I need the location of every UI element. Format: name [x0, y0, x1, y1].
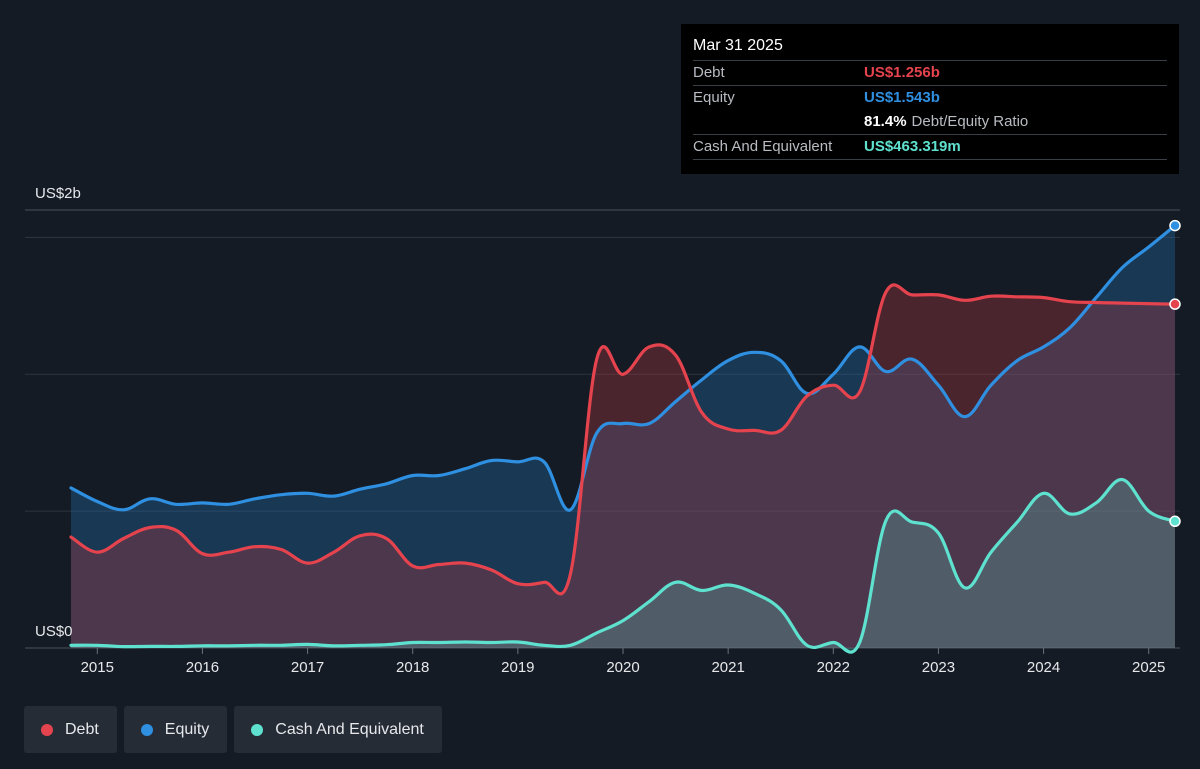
x-tick-label: 2019	[501, 659, 534, 676]
tooltip-debt-label: Debt	[693, 64, 725, 81]
legend-label-equity: Equity	[164, 720, 210, 738]
tooltip-row-debt: Debt US$1.256b	[693, 60, 1167, 85]
legend-label-cash: Cash And Equivalent	[275, 720, 424, 738]
y-axis-top-label: US$2b	[35, 185, 81, 202]
y-axis-bottom-label: US$0	[35, 623, 73, 640]
tooltip-debt-value: US$1.256b	[864, 64, 940, 81]
tooltip-panel: Mar 31 2025 Debt US$1.256b Equity US$1.5…	[681, 24, 1179, 174]
tooltip-equity-label: Equity	[693, 89, 735, 106]
line-cash-and-equivalent	[69, 478, 1177, 654]
series-areas	[71, 225, 1175, 653]
legend: Debt Equity Cash And Equivalent	[24, 706, 442, 753]
endpoint-equity	[1169, 219, 1181, 232]
area-debt	[71, 284, 1175, 648]
tooltip-ratio-value: 81.4%	[864, 113, 907, 130]
endpoint-cash-and-equivalent	[1169, 515, 1181, 528]
x-tick-label: 2021	[711, 659, 744, 676]
tooltip-row-ratio: 81.4% Debt/Equity Ratio	[693, 110, 1167, 134]
series-endpoints	[1169, 219, 1181, 528]
x-tick-label: 2025	[1132, 659, 1165, 676]
tooltip-bottom-divider	[693, 159, 1167, 160]
x-axis-ticks: 2015 2016 2017 2018 2019 2020 2021 2022 2023 2024…	[81, 648, 1165, 676]
line-equity	[69, 224, 1177, 512]
endpoint-debt	[1169, 298, 1181, 310]
x-tick-label: 2020	[606, 659, 639, 676]
x-tick-label: 2015	[81, 659, 114, 676]
tooltip-cash-value: US$463.319m	[864, 138, 961, 155]
legend-item-debt[interactable]: Debt	[24, 706, 117, 753]
tooltip-date: Mar 31 2025	[693, 37, 783, 54]
legend-dot-cash-icon	[251, 723, 264, 736]
tooltip-cash-label: Cash And Equivalent	[693, 138, 833, 155]
grid-lines	[25, 209, 1180, 649]
legend-dot-equity-icon	[140, 723, 153, 736]
x-tick-label: 2018	[396, 659, 429, 676]
x-tick-label: 2022	[817, 659, 850, 676]
legend-item-equity[interactable]: Equity	[123, 706, 228, 753]
series-lines	[69, 224, 1177, 654]
tooltip-equity-value: US$1.543b	[864, 89, 940, 106]
legend-label-debt: Debt	[65, 720, 99, 738]
legend-item-cash[interactable]: Cash And Equivalent	[234, 706, 442, 753]
area-cash-and-equivalent	[71, 479, 1175, 653]
x-tick-label: 2017	[291, 659, 324, 676]
tooltip-row-cash: Cash And Equivalent US$463.319m	[693, 134, 1167, 159]
x-tick-label: 2024	[1027, 659, 1060, 676]
legend-dot-debt-icon	[41, 723, 53, 736]
debt-equity-chart: 2015 2016 2017 2018 2019 2020 2021 2022 2023 2024…	[25, 185, 1181, 676]
tooltip-ratio-label: Debt/Equity Ratio	[911, 113, 1029, 130]
line-debt	[69, 283, 1177, 596]
x-tick-label: 2016	[186, 659, 219, 676]
x-tick-label: 2023	[922, 659, 955, 676]
tooltip-row-equity: Equity US$1.543b	[693, 85, 1167, 110]
